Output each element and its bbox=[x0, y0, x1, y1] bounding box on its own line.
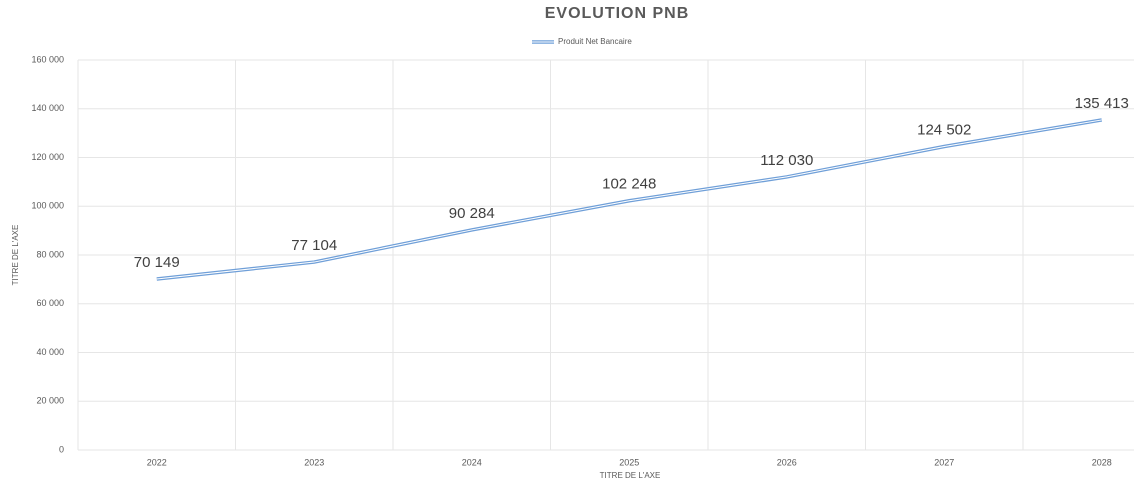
x-tick-label: 2025 bbox=[619, 457, 639, 467]
data-label: 90 284 bbox=[449, 205, 495, 222]
data-label: 112 030 bbox=[760, 152, 813, 169]
y-tick-label: 60 000 bbox=[36, 298, 64, 308]
chart-title: EVOLUTION PNB bbox=[545, 5, 690, 22]
y-tick-label: 140 000 bbox=[31, 103, 64, 113]
y-tick-label: 160 000 bbox=[31, 54, 64, 64]
legend-label: Produit Net Bancaire bbox=[558, 37, 632, 46]
x-tick-label: 2028 bbox=[1092, 457, 1112, 467]
y-tick-label: 0 bbox=[59, 444, 64, 454]
x-tick-label: 2027 bbox=[934, 457, 954, 467]
y-tick-label: 20 000 bbox=[36, 396, 64, 406]
y-tick-label: 100 000 bbox=[31, 201, 64, 211]
data-label: 77 104 bbox=[291, 237, 337, 254]
line-highlight bbox=[156, 119, 1102, 280]
x-tick-label: 2024 bbox=[462, 457, 482, 467]
data-label: 70 149 bbox=[134, 254, 180, 271]
y-tick-label: 120 000 bbox=[31, 152, 64, 162]
x-tick-label: 2026 bbox=[777, 457, 797, 467]
x-tick-label: 2022 bbox=[147, 457, 167, 467]
data-label: 135 413 bbox=[1075, 95, 1129, 112]
y-axis-title: TITRE DE L'AXE bbox=[11, 225, 20, 286]
data-label: 124 502 bbox=[917, 121, 971, 138]
data-label: 102 248 bbox=[602, 176, 656, 193]
x-axis-title: TITRE DE L'AXE bbox=[600, 471, 661, 480]
y-tick-label: 40 000 bbox=[36, 347, 64, 357]
x-tick-label: 2023 bbox=[304, 457, 324, 467]
y-tick-label: 80 000 bbox=[36, 249, 64, 259]
